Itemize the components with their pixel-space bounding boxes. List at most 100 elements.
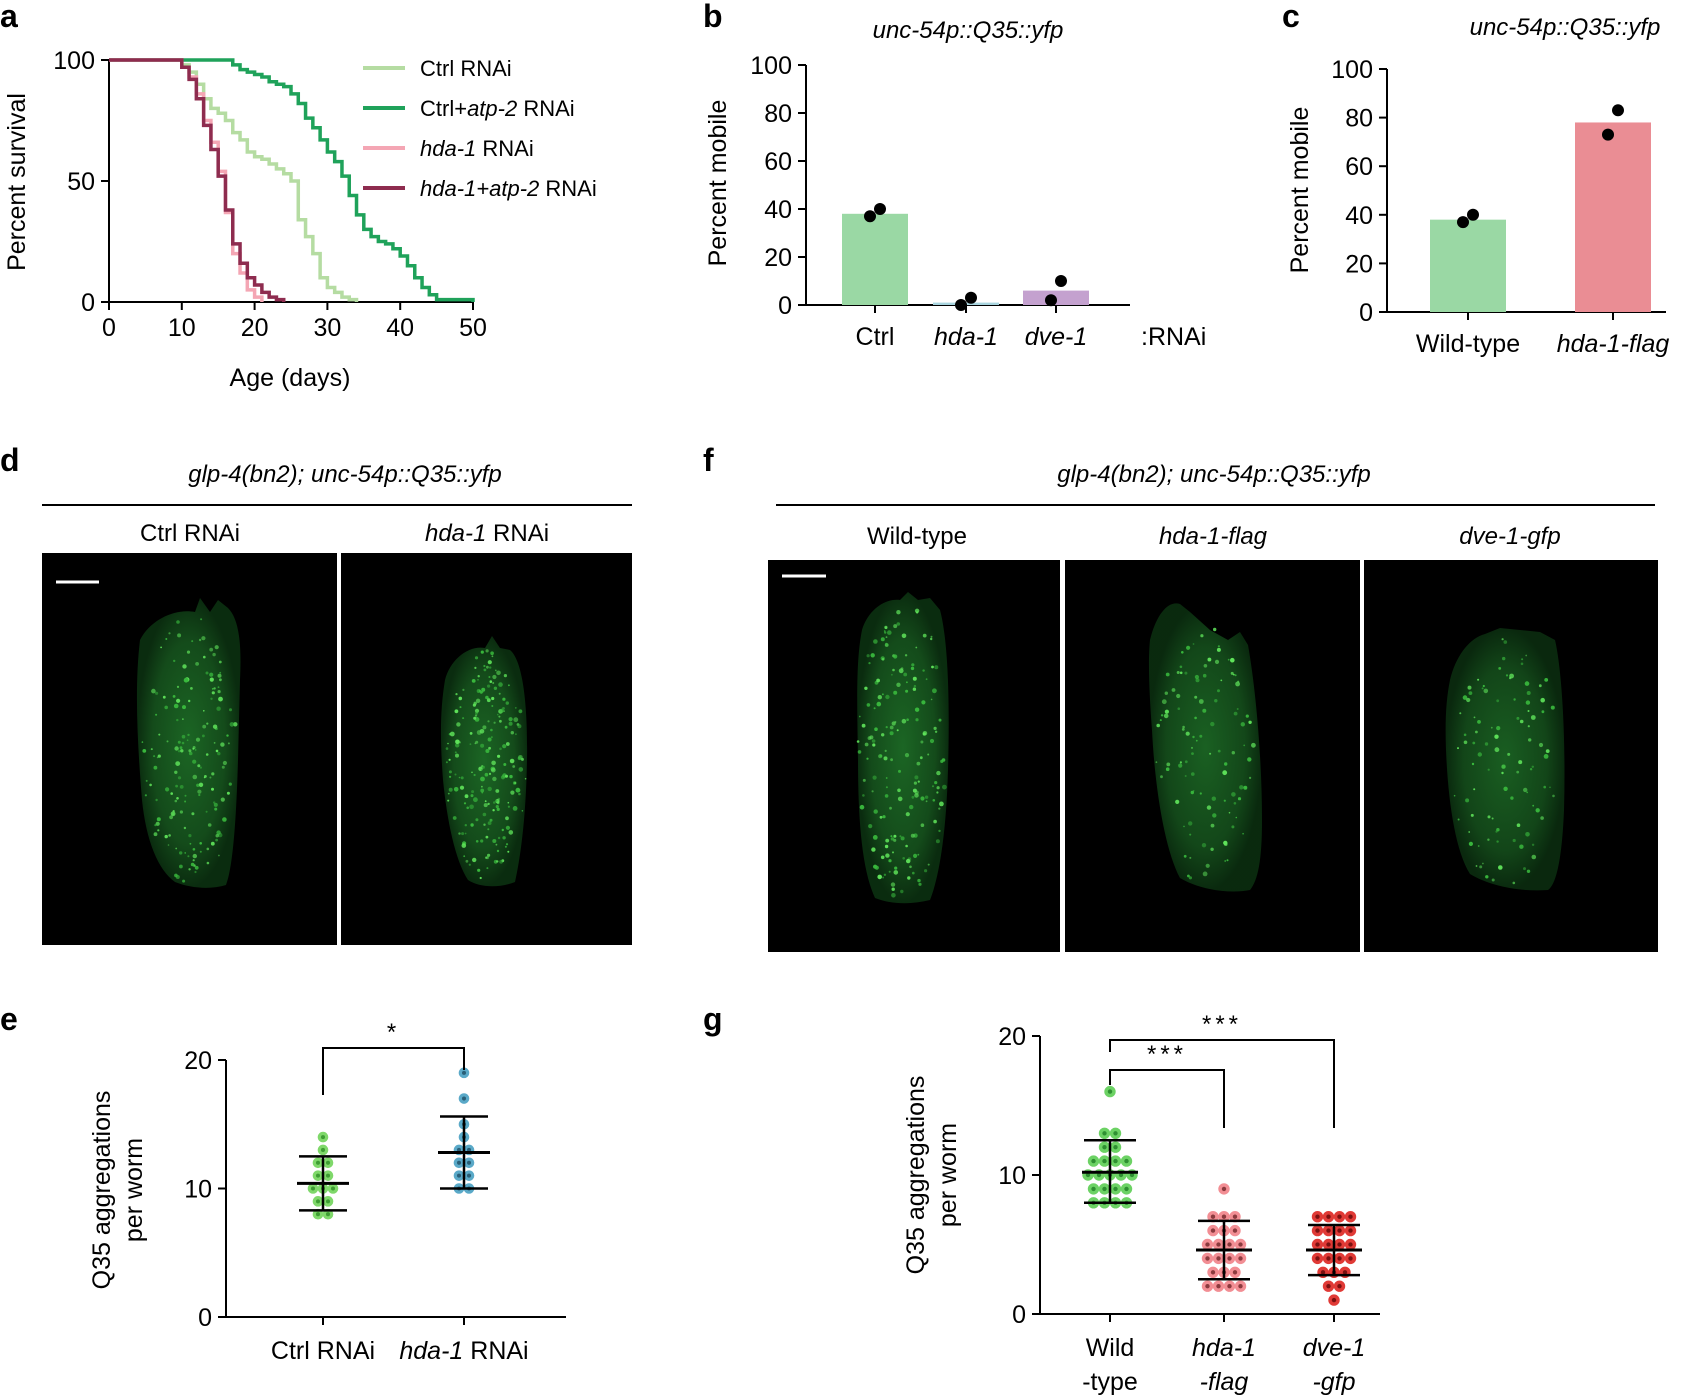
data-point-core [1337,1228,1342,1233]
fluorescent-speckle [458,832,461,835]
fluorescent-speckle [1224,842,1228,846]
y-axis-label-line2: per worm [120,1138,148,1242]
fluorescent-speckle [505,742,510,746]
fluorescent-speckle [462,717,465,720]
fluorescent-speckle [218,854,220,857]
label-segment: Wild-type [867,523,967,550]
fluorescent-speckle [1468,841,1473,847]
data-point-core [456,1173,462,1178]
fluorescent-speckle [489,680,493,683]
series-line [109,58,359,302]
fluorescent-speckle [188,699,191,703]
fluorescent-speckle [1202,871,1208,877]
fluorescent-speckle [509,758,515,764]
fluorescent-speckle [487,720,490,723]
fluorescent-speckle [1185,731,1190,736]
y-tick-label: 50 [67,168,95,196]
y-axis-label-line1: Q35 aggregations [902,1076,930,1275]
fluorescent-speckle [497,754,501,758]
bar [1575,122,1651,313]
fluorescent-speckle [495,805,499,809]
significance-bracket [322,1047,465,1095]
fluorescent-speckle [475,698,481,703]
x-tick-label: 50 [459,314,487,342]
fluorescent-speckle [893,690,898,695]
fluorescent-speckle [889,806,892,810]
fluorescent-speckle [507,801,510,804]
fluorescent-speckle [183,677,189,683]
fluorescent-speckle [1545,749,1550,753]
data-point-core [1210,1228,1216,1233]
fluorescent-speckle [454,751,457,754]
fluorescent-speckle [524,777,527,780]
fluorescent-speckle [210,697,213,700]
fluorescent-speckle [194,865,199,870]
fluorescent-speckle [211,688,214,690]
fluorescent-speckle [1507,752,1511,756]
fluorescent-speckle [1237,797,1242,801]
fluorescent-speckle [508,721,513,726]
fluorescent-speckle [197,789,202,794]
fluorescent-speckle [182,718,184,720]
fluorescent-speckle [483,664,486,668]
fluorescent-speckle [903,672,908,677]
micrograph-panel-f: glp-4(bn2); unc-54p::Q35::yfp Wild-type h… [768,461,1658,952]
fluorescent-speckle [936,786,940,790]
fluorescent-speckle [177,633,182,638]
fluorescent-speckle [491,696,495,701]
fluorescent-speckle [160,646,163,649]
fluorescent-speckle [1183,854,1187,858]
panel-letter-a: a [0,0,18,34]
fluorescent-speckle [487,828,490,831]
fluorescent-speckle [209,776,212,779]
fluorescent-speckle [168,632,171,635]
data-point-core [325,1212,331,1217]
fluorescent-speckle [887,630,892,635]
fluorescent-speckle [510,731,514,735]
fluorescent-speckle [209,672,214,677]
bar [1430,219,1506,312]
fluorescent-speckle [514,782,517,784]
y-tick-label: 20 [184,1047,212,1075]
y-tick-label: 20 [1345,250,1373,278]
fluorescent-speckle [176,797,179,800]
fluorescent-speckle [179,810,183,814]
fluorescent-speckle [509,774,513,779]
fluorescent-speckle [1453,794,1456,797]
fluorescent-speckle [1495,830,1498,833]
label-segment: RNAi [517,96,574,121]
fluorescent-speckle [504,845,507,848]
fluorescent-speckle [471,771,473,774]
fluorescent-speckle [488,676,491,678]
data-point-core [1326,1256,1331,1261]
fluorescent-speckle [153,832,158,837]
fluorescent-speckle [1466,697,1471,703]
fluorescent-speckle [216,706,221,711]
fluorescent-speckle [484,772,489,777]
fluorescent-speckle [496,670,501,676]
fluorescent-speckle [1463,740,1468,745]
fluorescent-speckle [158,733,161,736]
fluorescent-speckle [182,879,186,883]
fluorescent-speckle [1201,843,1207,848]
fluorescent-speckle [211,772,215,776]
fluorescent-speckle [186,739,189,741]
fluorescent-speckle [889,725,894,730]
data-point-core [1107,1089,1113,1094]
fluorescent-speckle [194,749,197,751]
data-point-core [1118,1172,1124,1178]
fluorescent-speckle [1510,796,1514,800]
y-tick-label: 0 [198,1304,212,1332]
fluorescent-speckle [491,705,494,707]
fluorescent-speckle [924,869,928,873]
data-point-core [1232,1270,1238,1275]
fluorescent-speckle [1472,741,1476,745]
fluorescent-speckle [464,794,469,799]
fluorescent-speckle [493,686,498,690]
fluorescent-speckle [176,620,180,624]
fluorescent-speckle [1516,716,1520,720]
fluorescent-speckle [473,773,476,777]
column-header: Wild-type [867,523,967,550]
fluorescent-speckle [941,758,946,762]
worm-ctrl-rnai [136,598,241,888]
